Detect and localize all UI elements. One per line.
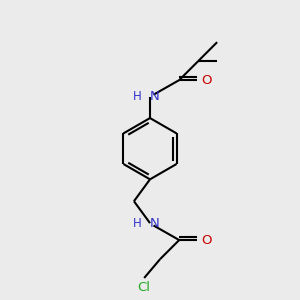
Text: N: N	[150, 217, 160, 230]
Text: H: H	[133, 217, 142, 230]
Text: H: H	[133, 90, 142, 103]
Text: O: O	[202, 233, 212, 247]
Text: O: O	[202, 74, 212, 87]
Text: Cl: Cl	[138, 281, 151, 295]
Text: N: N	[150, 90, 160, 103]
